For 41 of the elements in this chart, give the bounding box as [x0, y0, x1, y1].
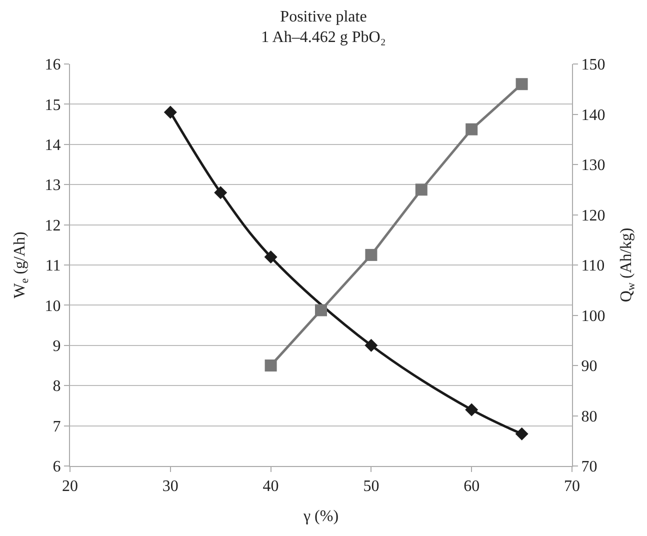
y-tick-label: 7 [52, 418, 61, 436]
y-tick-label: 6 [52, 458, 61, 476]
y2-tick-label: 80 [581, 408, 598, 426]
point [164, 106, 177, 119]
y-tick-label: 12 [44, 217, 61, 234]
point [315, 304, 327, 316]
y2-tick-label: 90 [581, 358, 598, 376]
y2-tick-label: 110 [581, 258, 605, 275]
x-tick-label: 40 [262, 478, 279, 496]
y-tick-label: 8 [52, 378, 61, 396]
y-tick-label: 14 [44, 137, 61, 154]
chart-subtitle: 1 Ah–4.462 g PbO₂ [261, 29, 386, 46]
x-axis-title: γ (%) [302, 508, 339, 525]
x-tick-label: 70 [564, 478, 580, 496]
x-tick-label: 30 [162, 478, 178, 496]
y-tick-label: 16 [44, 56, 61, 74]
x-tick-label: 50 [363, 478, 380, 496]
y-tick-label: 15 [44, 96, 61, 114]
point [515, 427, 528, 440]
point [465, 403, 478, 416]
point [214, 186, 228, 200]
y-tick-label: 11 [45, 258, 61, 275]
y-tick-label: 9 [52, 338, 61, 355]
point [466, 123, 478, 136]
point [264, 360, 277, 372]
y-tick-label: 13 [44, 177, 61, 194]
point [516, 78, 528, 90]
y-tick-label: 10 [44, 298, 61, 315]
chart-title: Positive plate [280, 8, 367, 26]
y2-tick-label: 100 [581, 308, 606, 325]
x-tick-label: 20 [62, 478, 78, 496]
point [264, 250, 278, 264]
point [415, 184, 428, 196]
point [365, 248, 378, 261]
y2-tick-label: 120 [581, 207, 606, 224]
y2-tick-label: 140 [581, 106, 606, 124]
y2-tick-label: 70 [581, 458, 598, 476]
point [364, 338, 378, 352]
y2-tick-label: 130 [581, 157, 606, 174]
y2-tick-label: 150 [581, 56, 606, 74]
x-tick-label: 60 [464, 478, 480, 496]
